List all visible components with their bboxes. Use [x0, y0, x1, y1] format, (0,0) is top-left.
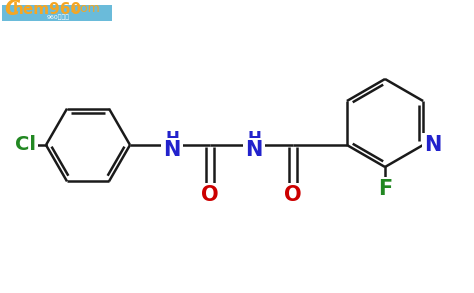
Text: F: F [378, 179, 392, 199]
Text: N: N [246, 140, 263, 160]
Text: N: N [424, 135, 442, 155]
Text: hem960: hem960 [13, 1, 82, 16]
Text: Cl: Cl [16, 135, 36, 154]
Text: 960化工网: 960化工网 [46, 14, 70, 20]
FancyBboxPatch shape [2, 5, 112, 21]
Text: N: N [164, 140, 181, 160]
Text: O: O [201, 185, 219, 205]
Text: H: H [247, 130, 261, 148]
Text: C: C [4, 0, 19, 19]
Text: O: O [284, 185, 302, 205]
Text: .com: .com [70, 3, 101, 16]
Text: H: H [165, 130, 179, 148]
